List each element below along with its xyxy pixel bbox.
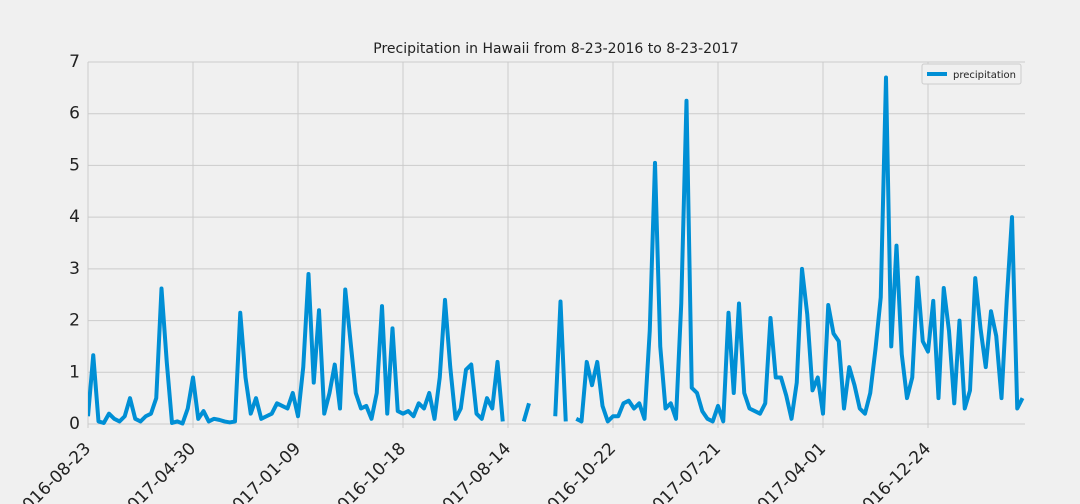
y-tick-label: 7 — [69, 52, 80, 72]
y-tick-label: 2 — [69, 311, 80, 331]
legend: precipitation — [921, 63, 1022, 85]
y-tick-label: 1 — [69, 362, 80, 382]
x-tick-label: 2017-04-01 — [746, 439, 830, 504]
precipitation-line — [88, 75, 1025, 426]
legend-label: precipitation — [953, 70, 1016, 81]
x-tick-label: 2017-07-21 — [641, 439, 725, 504]
y-tick-label: 3 — [69, 259, 80, 279]
y-tick-label: 4 — [69, 207, 80, 227]
axis-labels: 0 1 2 3 4 5 6 7 2016-08-23 2017-04-30 2017-01-09 20… — [11, 52, 935, 504]
chart-title: Precipitation in Hawaii from 8-23-2016 t… — [373, 41, 738, 57]
y-tick-label: 6 — [69, 104, 80, 124]
x-tick-label: 2016-12-24 — [851, 439, 935, 504]
x-tick-label: 2017-01-09 — [221, 439, 305, 504]
y-tick-label: 5 — [69, 155, 80, 175]
grid — [87, 61, 1025, 428]
x-tick-label: 2017-04-30 — [116, 439, 200, 504]
legend-box — [921, 63, 1022, 85]
x-tick-label: 2016-10-22 — [536, 439, 620, 504]
x-tick-label: 2017-08-14 — [431, 439, 515, 504]
x-tick-label: 2016-08-23 — [11, 439, 95, 504]
y-tick-label: 0 — [69, 414, 80, 434]
x-tick-label: 2016-10-18 — [326, 439, 410, 504]
plot-area — [88, 75, 1025, 426]
